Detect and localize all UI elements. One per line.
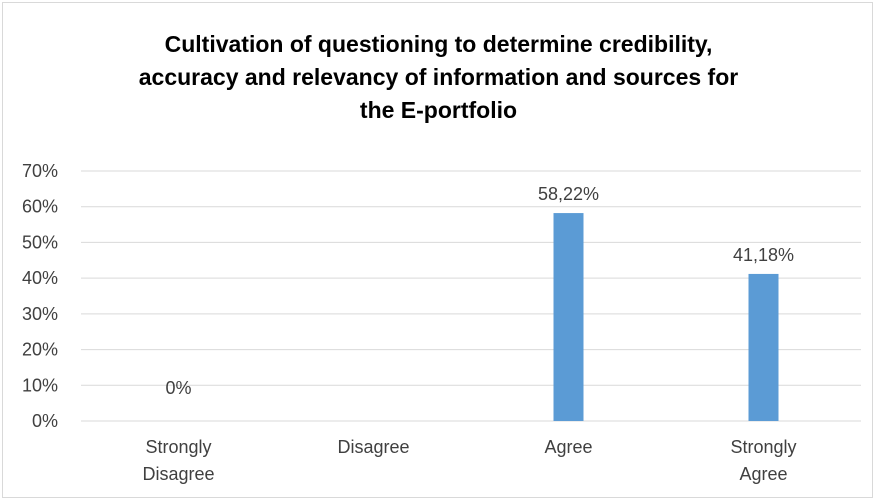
chart-title-line-1: Cultivation of questioning to determine …: [164, 31, 713, 57]
y-tick-label: 0%: [32, 411, 58, 431]
data-label: 58,22%: [538, 184, 599, 204]
bar-3: [748, 273, 779, 421]
data-label: 0%: [165, 378, 191, 398]
x-category-label: Agree: [739, 464, 787, 484]
chart-title: Cultivation of questioning to determine …: [0, 28, 877, 127]
data-label: 41,18%: [733, 245, 794, 265]
x-category-label: Disagree: [142, 464, 214, 484]
x-category-label: Agree: [544, 437, 592, 457]
y-tick-label: 20%: [22, 340, 58, 360]
y-tick-label: 50%: [22, 232, 58, 252]
y-tick-label: 70%: [22, 161, 58, 181]
y-tick-label: 30%: [22, 304, 58, 324]
chart-title-line-3: the E-portfolio: [359, 97, 518, 123]
x-category-label: Disagree: [337, 437, 409, 457]
y-tick-label: 40%: [22, 268, 58, 288]
chart-title-line-2: accuracy and relevancy of information an…: [138, 64, 739, 90]
x-category-label: Strongly: [145, 437, 211, 457]
x-category-label: Strongly: [730, 437, 796, 457]
bar-2: [553, 213, 584, 421]
y-tick-label: 60%: [22, 197, 58, 217]
y-tick-label: 10%: [22, 375, 58, 395]
